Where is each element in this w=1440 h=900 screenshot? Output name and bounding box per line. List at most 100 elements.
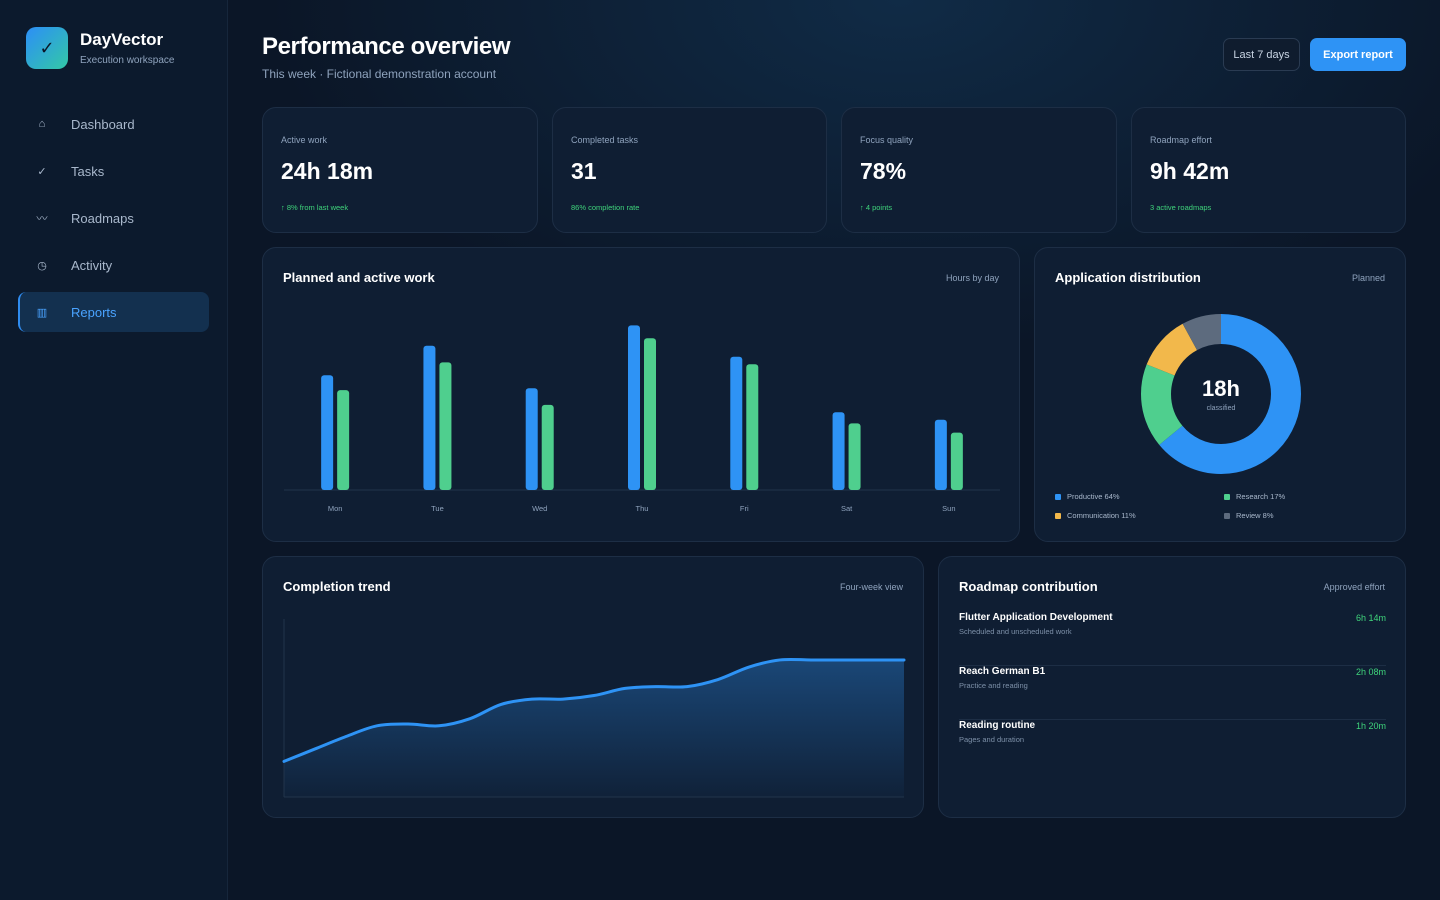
export-report-button[interactable]: Export report (1310, 38, 1406, 71)
area-chart (282, 619, 906, 798)
donut-slice (1141, 314, 1301, 474)
sidebar: ✓ DayVector Execution workspace ⌂ Dashbo… (0, 0, 228, 900)
sidebar-item-label: Dashboard (71, 116, 135, 132)
card-meta: Four-week view (839, 582, 903, 592)
bar (628, 325, 640, 490)
donut-center-label: classified (1206, 405, 1236, 412)
stat-value: 31 (571, 158, 597, 184)
stat-value: 9h 42m (1150, 158, 1230, 184)
roadmap-item[interactable]: Flutter Application Development Schedule… (959, 612, 1386, 666)
planned-work-card: Planned and active work Hours by day Mon… (262, 247, 1020, 542)
legend-swatch (1224, 493, 1230, 500)
brand-text: DayVector Execution workspace (80, 30, 175, 66)
roadmap-item[interactable]: Reach German B1 Practice and reading 2h … (959, 666, 1386, 720)
bar (730, 356, 743, 490)
stat-note: ↑ 4 points (860, 203, 893, 212)
brand-subtitle: Execution workspace (80, 55, 175, 66)
x-tick-label: Fri (740, 504, 749, 513)
card-meta: Hours by day (945, 273, 999, 283)
card-title: Application distribution (1055, 270, 1201, 285)
legend-swatch (1055, 512, 1061, 519)
legend-item: Productive 64% (1055, 492, 1120, 501)
sidebar-item-tasks[interactable]: ✓ Tasks (18, 151, 209, 191)
roadmap-item-time: 6h 14m (1355, 613, 1386, 623)
stat-card-active-work: Active work 24h 18m ↑ 8% from last week (262, 107, 538, 233)
sidebar-item-reports[interactable]: ▥ Reports (18, 292, 209, 332)
check-icon: ✓ (39, 37, 55, 58)
card-meta: Planned (1351, 273, 1385, 283)
roadmap-item-desc: Scheduled and unscheduled work (959, 627, 1072, 636)
legend-label: Productive 64% (1067, 492, 1120, 501)
page-title: Performance overview (262, 33, 511, 60)
wave-icon: 〰 (36, 213, 48, 225)
check-icon: ✓ (37, 165, 47, 178)
sidebar-item-activity[interactable]: ◷ Activity (18, 245, 209, 285)
brand[interactable]: ✓ DayVector Execution workspace (26, 27, 175, 69)
x-tick-label: Sun (942, 504, 955, 513)
distribution-card: Application distribution Planned 18h cla… (1034, 247, 1406, 542)
legend-swatch (1224, 512, 1230, 519)
sidebar-item-label: Reports (71, 304, 117, 320)
bar (848, 423, 861, 490)
legend-item: Communication 11% (1055, 511, 1136, 520)
sidebar-item-label: Activity (71, 257, 113, 273)
sidebar-item-label: Roadmaps (71, 210, 134, 226)
stat-value: 78% (860, 158, 907, 184)
brand-name: DayVector (80, 30, 164, 49)
bar (423, 345, 436, 490)
roadmap-item-name: Flutter Application Development (959, 612, 1113, 623)
bar-chart: Mon Tue Wed Thu Fri Sat Sun (284, 325, 1000, 513)
bar (321, 375, 334, 490)
stat-note: 3 active roadmaps (1150, 203, 1212, 212)
stat-value: 24h 18m (281, 158, 374, 184)
bar (439, 362, 452, 490)
stat-label: Active work (281, 135, 328, 145)
legend-item: Research 17% (1224, 492, 1285, 501)
bar (934, 419, 947, 490)
donut-chart (1141, 314, 1301, 474)
page-subtitle: This week · Fictional demonstration acco… (262, 67, 497, 81)
trend-line (282, 657, 906, 763)
bar (337, 390, 350, 490)
sidebar-item-dashboard[interactable]: ⌂ Dashboard (18, 104, 209, 144)
roadmap-contribution-card: Roadmap contribution Approved effort Flu… (938, 556, 1406, 818)
legend-label: Research 17% (1236, 492, 1286, 501)
roadmap-item-name: Reading routine (959, 720, 1036, 731)
roadmap-item-time: 1h 20m (1355, 721, 1386, 731)
stat-note: 86% completion rate (571, 203, 640, 212)
x-tick-label: Wed (532, 504, 547, 513)
date-range-button[interactable]: Last 7 days (1223, 38, 1300, 71)
roadmap-item-time: 2h 08m (1355, 667, 1386, 677)
x-tick-label: Sat (841, 504, 853, 513)
sidebar-item-roadmaps[interactable]: 〰 Roadmaps (18, 198, 209, 238)
stat-card-roadmap-effort: Roadmap effort 9h 42m 3 active roadmaps (1131, 107, 1406, 233)
bar (950, 432, 963, 490)
brand-logo: ✓ (26, 27, 68, 69)
donut-center-value: 18h (1202, 376, 1240, 401)
stat-card-focus-quality: Focus quality 78% ↑ 4 points (841, 107, 1117, 233)
stat-card-completed-tasks: Completed tasks 31 86% completion rate (552, 107, 827, 233)
sidebar-nav: ⌂ Dashboard ✓ Tasks 〰 Roadmaps ◷ Activit… (18, 104, 209, 339)
x-tick-label: Tue (431, 504, 444, 513)
x-tick-label: Mon (328, 504, 343, 513)
bar (541, 404, 554, 490)
legend-item: Review 8% (1224, 511, 1274, 520)
area-fill (284, 659, 904, 797)
stat-label: Roadmap effort (1150, 135, 1212, 145)
card-meta: Approved effort (1323, 582, 1385, 592)
donut-slice (1141, 314, 1301, 474)
home-icon: ⌂ (38, 118, 46, 130)
bar (525, 388, 538, 490)
sidebar-item-label: Tasks (71, 163, 105, 179)
legend-label: Review 8% (1236, 511, 1274, 520)
legend-swatch (1055, 493, 1061, 500)
clock-icon: ◷ (37, 259, 47, 272)
card-title: Completion trend (283, 579, 391, 594)
x-tick-label: Thu (636, 504, 649, 513)
roadmap-item-desc: Pages and duration (959, 735, 1025, 744)
stat-note: ↑ 8% from last week (281, 203, 349, 212)
stat-label: Completed tasks (571, 135, 639, 145)
bar (644, 338, 656, 490)
stat-label: Focus quality (860, 135, 914, 145)
roadmap-item[interactable]: Reading routine Pages and duration 1h 20… (959, 720, 1386, 774)
